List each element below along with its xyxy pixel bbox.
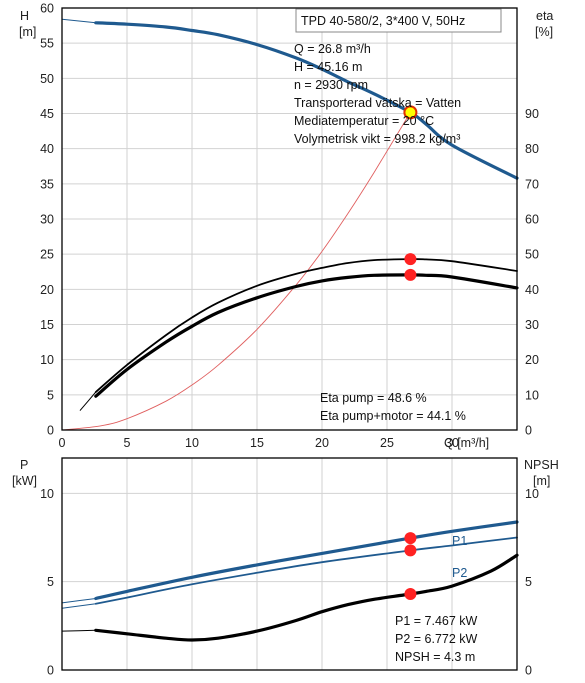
y-left-tick-label: 35: [40, 177, 54, 191]
x-tick-label: 15: [250, 436, 264, 450]
bottom-plot-frame: [61, 457, 518, 671]
x-tick-label: 25: [380, 436, 394, 450]
power-info: P1 = 7.467 kW P2 = 6.772 kW NPSH = 4.3 m: [395, 614, 478, 664]
y-right-tick-label: 30: [525, 318, 539, 332]
info-liquid: Transporterad vätska = Vatten: [294, 96, 461, 110]
head-curve-tail: [61, 18, 97, 24]
efficiency-pump-motor-curve: [94, 273, 519, 398]
bottom-right-axis-label-2: [m]: [533, 474, 550, 488]
y-right-tick-label: 10: [525, 388, 539, 402]
p1-curve: [94, 520, 519, 601]
y-left-tick-label: 20: [40, 283, 54, 297]
top-grid: [61, 7, 517, 431]
marker-bottom-2: [404, 588, 417, 601]
x-tick-label: 30: [445, 436, 459, 450]
marker-top-0: [403, 105, 418, 120]
info-density: Volymetrisk vikt = 998.2 kg/m³: [294, 132, 460, 146]
info-p1: P1 = 7.467 kW: [395, 614, 478, 628]
y-left-tick-label: 5: [47, 388, 54, 402]
top-right-axis-label-1: eta: [536, 9, 553, 23]
top-curves: [61, 18, 519, 431]
series-label-p2: P2: [452, 566, 467, 580]
y-right-tick-label: 60: [525, 213, 539, 227]
info-speed: n = 2930 rpm: [294, 78, 368, 92]
p2-curve-tail: [61, 603, 97, 609]
bottom-left-axis-label-1: P: [20, 458, 28, 472]
top-left-axis-label-2: [m]: [19, 25, 36, 39]
info-temperature: Mediatemperatur = 20 °C: [294, 114, 434, 128]
marker-top-2: [404, 268, 417, 281]
bottom-y-right-tick-label: 10: [525, 487, 539, 501]
y-right-tick-label: 80: [525, 142, 539, 156]
y-right-tick-label: 0: [525, 424, 532, 438]
head-curve: [94, 21, 519, 180]
npsh-curve-tail: [61, 629, 97, 632]
top-tick-labels: 0 5 10 15 20 25 30 0 5 10 15 20 25 30 35 40 45 50 55 60 0 10 2…: [40, 2, 539, 451]
x-tick-label: 5: [124, 436, 131, 450]
p2-curve: [94, 536, 518, 605]
y-left-tick-label: 50: [40, 72, 54, 86]
y-left-tick-label: 25: [40, 248, 54, 262]
x-axis-label: Q [m³/h]: [444, 436, 489, 450]
info-eta-pump: Eta pump = 48.6 %: [320, 391, 427, 405]
info-npsh: NPSH = 4.3 m: [395, 650, 475, 664]
efficiency-pump-curve-tail: [79, 391, 97, 411]
efficiency-info: Eta pump = 48.6 % Eta pump+motor = 44.1 …: [320, 391, 466, 423]
y-left-tick-label: 0: [47, 424, 54, 438]
chart-title-box: [295, 8, 502, 33]
y-left-tick-label: 45: [40, 107, 54, 121]
y-left-tick-label: 40: [40, 142, 54, 156]
y-left-tick-label: 30: [40, 213, 54, 227]
bottom-y-left-tick-label: 0: [47, 664, 54, 678]
y-right-tick-label: 90: [525, 107, 539, 121]
bottom-y-right-tick-label: 5: [525, 575, 532, 589]
system-curve: [61, 112, 411, 431]
duty-point-info: Q = 26.8 m³/h H = 45.16 m n = 2930 rpm T…: [294, 42, 461, 146]
y-left-tick-label: 60: [40, 2, 54, 16]
y-right-tick-label: 50: [525, 248, 539, 262]
npsh-curve: [94, 553, 519, 642]
series-label-p1: P1: [452, 534, 467, 548]
x-tick-label: 20: [315, 436, 329, 450]
marker-top-1: [404, 253, 417, 266]
info-eta-pump-motor: Eta pump+motor = 44.1 %: [320, 409, 466, 423]
y-left-tick-label: 10: [40, 353, 54, 367]
info-head: H = 45.16 m: [294, 60, 362, 74]
top-left-axis-label-1: H: [20, 9, 29, 23]
x-tick-label: 0: [59, 436, 66, 450]
bottom-right-axis-label-1: NPSH: [524, 458, 559, 472]
bottom-tick-labels: 0 5 10 0 5 10: [40, 487, 539, 678]
info-p2: P2 = 6.772 kW: [395, 632, 478, 646]
top-right-axis-label-2: [%]: [535, 25, 553, 39]
y-right-tick-label: 70: [525, 177, 539, 191]
y-left-tick-label: 55: [40, 37, 54, 51]
bottom-y-left-tick-label: 10: [40, 487, 54, 501]
chart-title: TPD 40-580/2, 3*400 V, 50Hz: [301, 14, 465, 28]
y-left-tick-label: 15: [40, 318, 54, 332]
top-plot-frame: [61, 7, 518, 431]
x-tick-label: 10: [185, 436, 199, 450]
y-right-tick-label: 20: [525, 353, 539, 367]
y-right-tick-label: 40: [525, 283, 539, 297]
info-flow: Q = 26.8 m³/h: [294, 42, 371, 56]
marker-bottom-1: [404, 544, 417, 557]
p1-curve-tail: [61, 598, 97, 604]
efficiency-pump-curve: [94, 258, 518, 393]
bottom-left-axis-label-2: [kW]: [12, 474, 37, 488]
bottom-y-right-tick-label: 0: [525, 664, 532, 678]
bottom-y-left-tick-label: 5: [47, 575, 54, 589]
marker-bottom-0: [404, 532, 417, 545]
bottom-curves: [61, 520, 519, 642]
